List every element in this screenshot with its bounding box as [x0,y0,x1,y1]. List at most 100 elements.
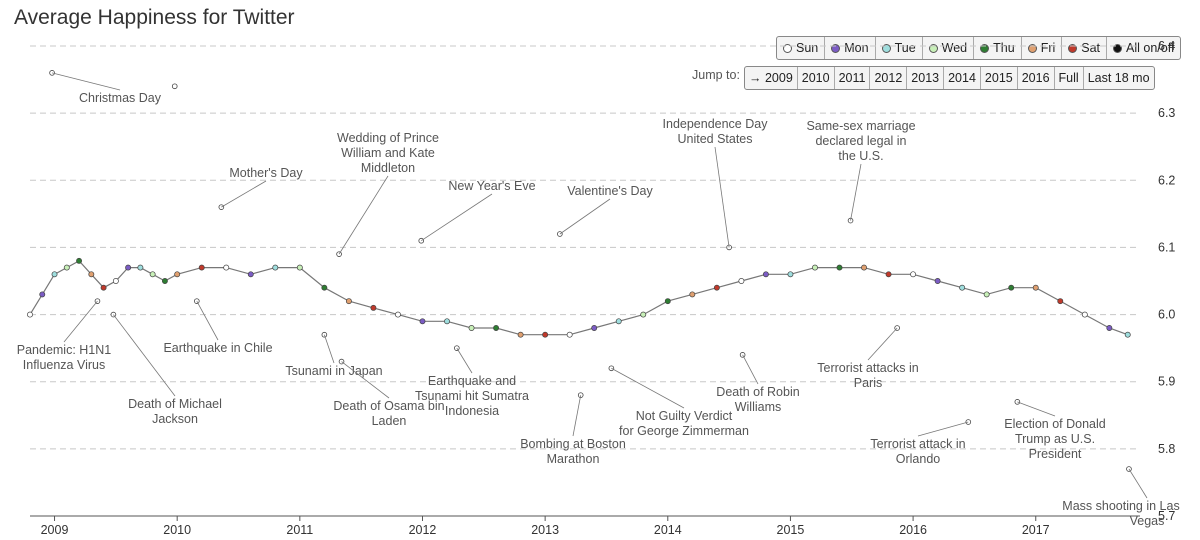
x-tick-label: 2010 [163,523,191,537]
x-tick-label: 2012 [409,523,437,537]
data-point [63,264,70,271]
jump-button-2014[interactable]: 2014 [944,67,981,89]
x-tick-label: 2013 [531,523,559,537]
data-point [885,271,892,278]
data-point [247,271,254,278]
data-point [1106,325,1113,331]
x-tick-label: 2016 [899,523,927,537]
day-color-dot-icon [980,43,990,53]
day-color-dot-icon [1068,43,1078,53]
day-toggle-group: Sun Mon Tue Wed Thu Fri Sat All on/off [776,36,1182,60]
day-color-dot-icon [1027,43,1037,53]
data-point [27,311,33,318]
day-toggle-mon[interactable]: Mon [825,37,876,59]
x-tick-label: 2017 [1022,523,1050,537]
chart-title: Average Happiness for Twitter [14,6,295,29]
happiness-series-line [29,260,1128,336]
event-leader-line [456,347,473,374]
event-label: Terrorist attack in Orlando [870,437,965,466]
data-point [861,264,867,271]
event-label: Death of Michael Jackson [128,397,222,426]
day-color-dot-icon [831,43,841,53]
y-tick-label: 6.3 [1158,106,1175,120]
data-point [174,271,181,278]
event-label: Wedding of Prince William and Kate Middlet… [337,131,439,175]
jump-button-2015[interactable]: 2015 [981,67,1018,89]
event-label: Earthquake in Chile [163,341,272,355]
data-point [1032,284,1039,291]
data-point [517,331,524,338]
data-point [88,271,95,278]
data-point [566,331,573,338]
data-point [321,284,328,291]
data-point [137,264,144,271]
jump-button-2011[interactable]: 2011 [835,67,871,89]
jump-button-2013[interactable]: 2013 [907,67,945,89]
event-leader-line [63,300,98,343]
data-point [198,264,205,271]
event-leader-line [1017,401,1056,417]
event-point [418,237,425,244]
day-toggle-sat[interactable]: Sat [1062,37,1108,59]
y-tick-label: 6.0 [1158,308,1175,322]
day-toggle-label: Fri [1040,41,1056,55]
jump-button-2012[interactable]: 2012 [870,67,908,89]
event-label: Mother's Day [229,166,303,180]
x-tick-label: 2011 [286,523,313,537]
data-point [100,284,107,291]
x-tick-label: 2015 [777,523,805,537]
event-leader-line [559,198,611,235]
event-label: Valentine's Day [567,184,653,198]
event-label: Tsunami in Japan [285,364,382,378]
event-label: Terrorist attacks in Paris [817,361,918,390]
x-tick-label: 2009 [41,523,69,537]
event-label: Death of Osama bin Laden [333,399,444,428]
event-leader-line [1128,468,1148,499]
jump-button-2010[interactable]: 2010 [798,67,835,89]
day-toggle-wed[interactable]: Wed [923,37,975,59]
data-point [542,331,549,338]
jump-button-last-18-mo[interactable]: Last 18 mo [1087,71,1150,85]
jump-to-label: Jump to: [692,68,740,82]
data-point [468,325,475,331]
event-leader-line [867,327,898,361]
y-tick-label: 6.4 [1158,39,1175,53]
jump-button-2009[interactable]: → 2009 [745,67,798,89]
data-point [296,264,303,271]
day-color-dot-icon [881,43,891,53]
data-point [125,264,132,271]
jump-to-group: → 2009 2010 2011 2012 2013 2014 2015 2016 Full La… [744,66,1155,90]
y-tick-label: 6.1 [1158,240,1175,254]
event-label: Pandemic: H1N1 Influenza Virus [17,343,112,372]
data-point [836,264,843,271]
day-toggle-all-on-off[interactable]: All on/off [1107,37,1180,59]
data-point [51,271,58,278]
data-point [664,298,671,305]
day-color-dot-icon [928,43,938,53]
y-tick-label: 5.8 [1158,442,1175,456]
data-point [223,264,230,271]
y-tick-label: 6.2 [1158,173,1175,187]
data-point [370,304,377,311]
event-leader-line [196,300,219,341]
jump-button-2016[interactable]: 2016 [1018,67,1055,89]
event-leader-line [51,72,121,91]
day-toggle-sun[interactable]: Sun [777,37,826,59]
data-point [591,325,598,331]
event-leader-line [850,163,862,221]
day-toggle-label: Sun [796,41,819,55]
day-toggle-thu[interactable]: Thu [974,37,1022,59]
day-color-dot-icon [1113,43,1123,53]
data-point [959,284,966,291]
event-point [171,83,178,90]
data-point [419,318,426,325]
event-point [1014,399,1021,405]
event-label: Same-sex marriage declared legal in the U.… [806,119,915,163]
jump-button-full[interactable]: Full [1055,67,1084,89]
event-leader-line [421,193,493,242]
data-point [1124,331,1131,338]
day-toggle-tue[interactable]: Tue [876,37,923,59]
day-toggle-fri[interactable]: Fri [1022,37,1063,59]
data-point [689,291,696,298]
event-label: Christmas Day [79,91,162,105]
